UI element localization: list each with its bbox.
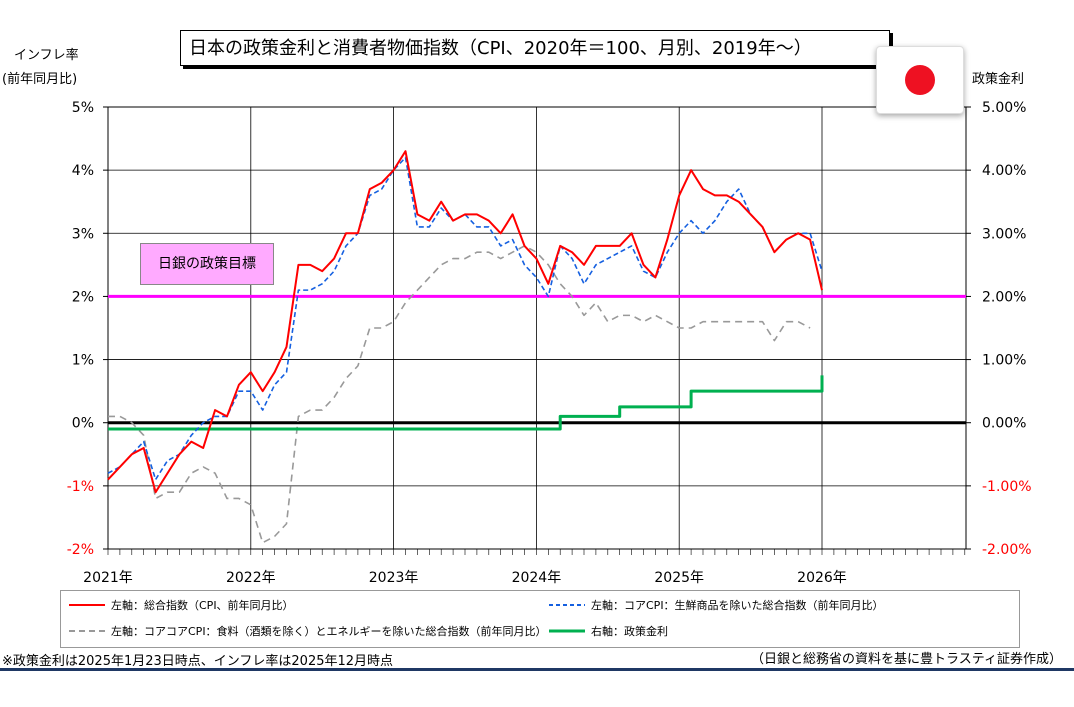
- y-left-tick-label: 4%: [72, 163, 94, 179]
- y-right-tick-label: 4.00%: [982, 163, 1026, 179]
- legend-item-headline: 左軸：総合指数（CPI、前年同月比）: [69, 597, 294, 613]
- x-tick-label: 2022年: [226, 570, 276, 586]
- y-left-tick-label: 0%: [72, 416, 94, 432]
- series-line-policy: [108, 375, 824, 431]
- y-left-tick-label: 2%: [72, 289, 94, 305]
- y-right-tick-label: -1.00%: [982, 479, 1032, 495]
- x-tick-label: 2021年: [83, 570, 133, 586]
- plot-area: [107, 106, 967, 550]
- footer-bar: [0, 668, 1074, 671]
- y-right-tick-label: 5.00%: [982, 100, 1026, 116]
- y-right-tick-label: 3.00%: [982, 226, 1026, 242]
- series-line-corecore: [108, 245, 811, 544]
- y-left-tick-label: 5%: [72, 100, 94, 116]
- y-right-tick-label: 0.00%: [982, 416, 1026, 432]
- legend-label-core: 左軸：コアCPI：生鮮商品を除いた総合指数（前年同月比）: [591, 599, 884, 612]
- left-axis-caption-1: インフレ率: [14, 48, 79, 63]
- y-left-tick-label: -1%: [67, 479, 94, 495]
- y-left-tick-label: 3%: [72, 226, 94, 242]
- x-tick-label: 2023年: [369, 570, 419, 586]
- x-tick-label: 2024年: [512, 570, 562, 586]
- legend: 左軸：総合指数（CPI、前年同月比） 左軸：コアCPI：生鮮商品を除いた総合指数…: [60, 590, 1020, 648]
- legend-label-policy: 右軸：政策金利: [591, 625, 668, 638]
- footnote: ※政策金利は2025年1月23日時点、インフレ率は2025年12月時点: [2, 654, 394, 669]
- right-axis-caption: 政策金利: [972, 72, 1025, 87]
- japan-flag-icon: [876, 46, 964, 114]
- policy-target-label: 日銀の政策目標: [140, 243, 274, 285]
- legend-label-corecore: 左軸：コアコアCPI：食料（酒類を除く）とエネルギーを除いた総合指数（前年同月比…: [111, 625, 547, 638]
- legend-label-headline: 左軸：総合指数（CPI、前年同月比）: [111, 599, 294, 612]
- chart-title: 日本の政策金利と消費者物価指数（CPI、2020年＝100、月別、2019年〜）: [180, 30, 890, 66]
- y-left-tick-label: -2%: [67, 542, 94, 558]
- source-note: （日銀と総務省の資料を基に豊トラスティ証券作成）: [751, 652, 1062, 667]
- legend-item-corecore: 左軸：コアコアCPI：食料（酒類を除く）とエネルギーを除いた総合指数（前年同月比…: [69, 623, 547, 639]
- y-right-tick-label: 1.00%: [982, 353, 1026, 369]
- left-axis-caption-2: (前年同月比): [2, 72, 78, 87]
- series-line-headline: [107, 150, 823, 494]
- legend-item-core: 左軸：コアCPI：生鮮商品を除いた総合指数（前年同月比）: [549, 597, 884, 613]
- y-right-tick-label: 2.00%: [982, 289, 1026, 305]
- legend-item-policy: 右軸：政策金利: [549, 623, 668, 639]
- y-left-tick-label: 1%: [72, 353, 94, 369]
- x-tick-label: 2026年: [797, 570, 847, 586]
- y-right-tick-label: -2.00%: [982, 542, 1032, 558]
- flag-sun: [905, 65, 935, 95]
- x-tick-label: 2025年: [654, 570, 704, 586]
